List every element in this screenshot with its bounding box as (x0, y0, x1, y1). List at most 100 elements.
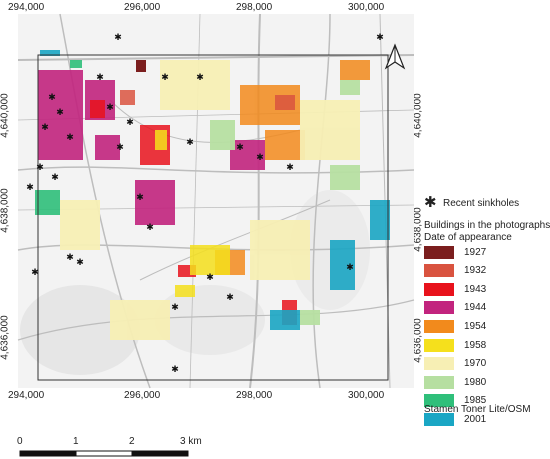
building-patch (35, 190, 60, 215)
legend-swatch (424, 264, 454, 278)
scale-label-3: 3 km (180, 436, 202, 447)
sinkhole-marker: ✱ (236, 143, 244, 153)
sinkhole-marker: ✱ (66, 253, 74, 263)
north-arrow-icon (384, 43, 406, 70)
scale-segment (19, 450, 77, 457)
building-patch (175, 285, 195, 297)
building-patch (155, 130, 167, 150)
scale-segment (131, 450, 189, 457)
legend-swatch (424, 319, 454, 333)
legend-swatch (424, 375, 454, 389)
sinkhole-marker: ✱ (376, 33, 384, 43)
legend-item-1958: 1958 (424, 336, 486, 354)
buildings-1932 (120, 90, 295, 110)
sinkhole-marker: ✱ (146, 223, 154, 233)
building-patch (300, 100, 360, 160)
sinkhole-legend-symbol: ✱ (424, 194, 437, 211)
building-patch (70, 60, 82, 68)
basemap-credit: Stamen Toner Lite/OSM (424, 404, 531, 415)
legend-label: 1927 (464, 246, 487, 258)
building-patch (340, 60, 370, 80)
legend-label: 1980 (464, 376, 487, 388)
sinkhole-marker: ✱ (66, 133, 74, 143)
legend-swatch (424, 301, 454, 315)
x-tick-top-3: 298,000 (236, 2, 273, 13)
legend-swatch (424, 357, 454, 371)
x-tick-top-2: 296,000 (124, 2, 161, 13)
legend-item-1944: 1944 (424, 299, 486, 317)
building-patch (95, 135, 120, 160)
buildings-1958 (155, 130, 230, 297)
legend-label: 2001 (464, 413, 487, 425)
legend-item-1943: 1943 (424, 280, 486, 298)
sinkhole-marker: ✱ (116, 143, 124, 153)
sinkhole-marker: ✱ (56, 108, 64, 118)
sinkhole-marker: ✱ (51, 173, 59, 183)
date-legend-title: Date of appearance (424, 232, 512, 243)
building-patch (160, 60, 230, 110)
x-tick-bottom-1: 294,000 (8, 390, 45, 401)
buildings-1944 (38, 70, 265, 225)
sinkhole-marker: ✱ (226, 293, 234, 303)
building-patch (330, 165, 360, 190)
building-patch (60, 200, 100, 250)
sinkholes-legend-label: Recent sinkholes (443, 198, 520, 209)
building-patch (136, 60, 146, 72)
legend-item-1954: 1954 (424, 317, 486, 335)
scale-label-1: 1 (73, 436, 79, 447)
building-patch (120, 90, 135, 105)
legend-swatch (424, 338, 454, 352)
legend-label: 1954 (464, 320, 487, 332)
sinkhole-marker: ✱ (36, 163, 44, 173)
sinkhole-marker: ✱ (126, 118, 134, 128)
legend-label: 1943 (464, 283, 487, 295)
legend-label: 1970 (464, 358, 487, 370)
x-tick-top-4: 300,000 (348, 2, 385, 13)
sinkhole-marker: ✱ (41, 123, 49, 133)
buildings-legend-title: Buildings in the photographs (424, 220, 550, 231)
sinkhole-marker: ✱ (76, 258, 84, 268)
x-tick-bottom-3: 298,000 (236, 390, 273, 401)
legend-label: 1932 (464, 265, 487, 277)
sinkhole-marker: ✱ (31, 268, 39, 278)
sinkhole-marker: ✱ (96, 73, 104, 83)
sinkhole-marker: ✱ (26, 183, 34, 193)
sinkhole-marker: ✱ (106, 103, 114, 113)
x-tick-bottom-2: 296,000 (124, 390, 161, 401)
building-patch (230, 140, 265, 170)
buildings-1927 (136, 60, 146, 72)
building-patch (300, 310, 320, 325)
legend-swatch (424, 245, 454, 259)
sinkhole-marker: ✱ (161, 73, 169, 83)
sinkhole-markers: ✱ ✱ ✱ ✱ ✱ ✱ ✱ ✱ ✱ ✱ ✱ ✱ ✱ ✱ ✱ ✱ ✱ ✱ ✱ ✱ … (26, 33, 384, 375)
sinkhole-marker: ✱ (196, 73, 204, 83)
building-patch (340, 80, 360, 95)
building-patch (265, 130, 305, 160)
buildings-1980 (210, 80, 360, 325)
study-area-frame (37, 54, 389, 381)
legend-item-2001: 2001 (424, 410, 486, 428)
sinkhole-marker: ✱ (136, 193, 144, 203)
legend-swatch (424, 412, 454, 426)
building-patch (275, 95, 295, 110)
building-patch (38, 70, 83, 160)
sinkhole-marker: ✱ (206, 273, 214, 283)
building-patch (210, 120, 235, 150)
sinkhole-marker: ✱ (171, 365, 179, 375)
buildings-1970 (60, 60, 360, 340)
legend-label: 1958 (464, 339, 487, 351)
legend-item-1970: 1970 (424, 355, 486, 373)
building-patch (250, 220, 310, 280)
sinkhole-marker: ✱ (48, 93, 56, 103)
scale-label-2: 2 (129, 436, 135, 447)
legend-item-1980: 1980 (424, 373, 486, 391)
sinkhole-marker: ✱ (171, 303, 179, 313)
legend-item-1927: 1927 (424, 243, 486, 261)
building-patch (110, 300, 170, 340)
building-patch (270, 310, 300, 330)
terrain-patch (155, 285, 265, 355)
legend-label: 1944 (464, 302, 487, 314)
sinkhole-marker: ✱ (186, 138, 194, 148)
building-patch (190, 245, 230, 275)
